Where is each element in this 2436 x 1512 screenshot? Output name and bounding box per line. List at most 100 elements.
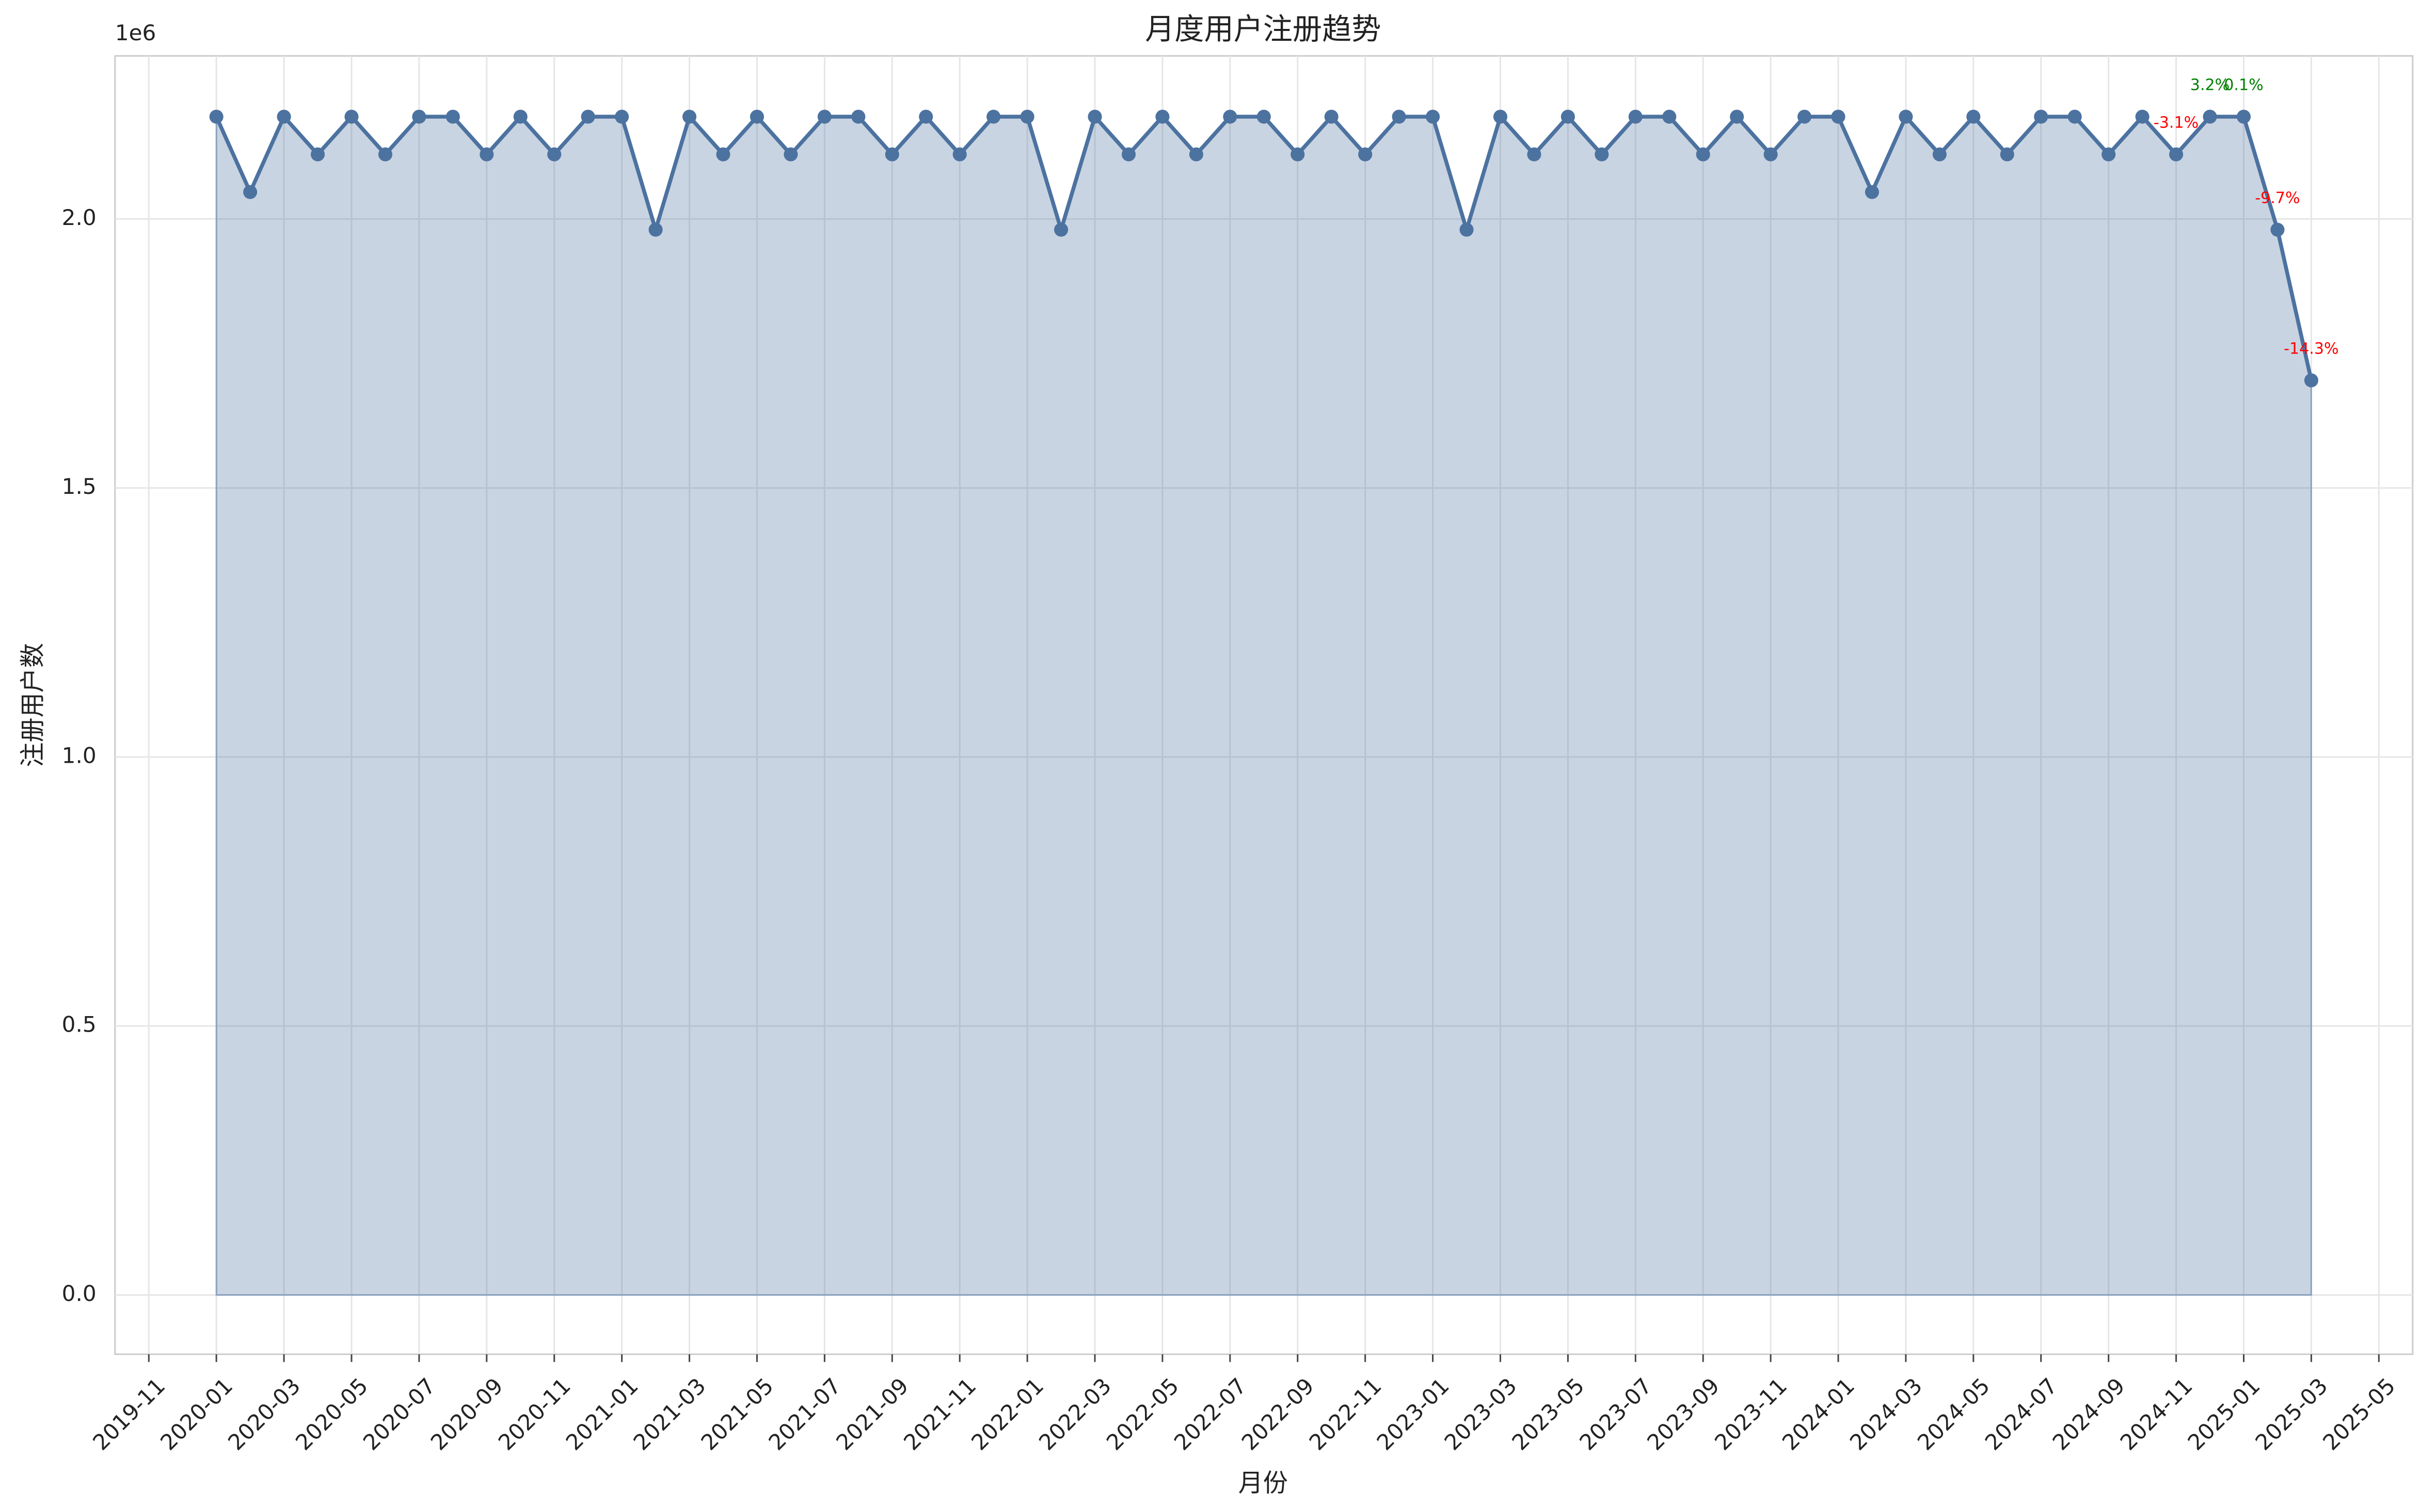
- x-tick-label: 2021-11: [899, 1373, 981, 1455]
- x-tick-label: 2020-03: [223, 1373, 305, 1455]
- point: [2236, 109, 2251, 124]
- point: [2270, 222, 2285, 237]
- x-tick-label: 2022-05: [1102, 1373, 1184, 1455]
- x-tick-label: 2024-11: [2115, 1373, 2198, 1455]
- x-tick-label: 2022-11: [1304, 1373, 1387, 1455]
- point: [952, 147, 967, 162]
- point: [1155, 109, 1170, 124]
- point: [378, 147, 392, 162]
- chart-title: 月度用户注册趋势: [1145, 12, 1381, 46]
- point: [547, 147, 562, 162]
- point: [1291, 147, 1305, 162]
- x-tick-label: 2020-05: [291, 1373, 373, 1455]
- x-tick-label: 2020-09: [426, 1373, 508, 1455]
- x-tick-label: 2024-07: [1980, 1373, 2062, 1455]
- point: [1392, 109, 1406, 124]
- point: [1189, 147, 1203, 162]
- x-tick-label: 2024-01: [1777, 1373, 1859, 1455]
- x-tick-label: 2023-05: [1507, 1373, 1589, 1455]
- point: [1628, 109, 1643, 124]
- x-tick-label: 2022-01: [966, 1373, 1048, 1455]
- point: [2067, 109, 2082, 124]
- point: [1459, 222, 1474, 237]
- x-tick-label: 2019-11: [88, 1373, 170, 1455]
- x-tick-label: 2021-07: [763, 1373, 846, 1455]
- point: [1020, 109, 1034, 124]
- y-tick-label: 2.0: [62, 205, 97, 230]
- point: [2304, 373, 2318, 388]
- x-tick-label: 2021-05: [696, 1373, 778, 1455]
- point: [412, 109, 426, 124]
- point: [2034, 109, 2048, 124]
- point: [1865, 185, 1880, 199]
- point: [919, 109, 933, 124]
- point: [243, 185, 258, 199]
- point: [648, 222, 663, 237]
- point: [1358, 147, 1373, 162]
- point: [277, 109, 291, 124]
- x-tick-label: 2023-03: [1440, 1373, 1522, 1455]
- x-tick-label: 2025-01: [2183, 1373, 2265, 1455]
- point: [480, 147, 494, 162]
- y-tick-label: 0.5: [62, 1012, 97, 1037]
- point: [1797, 109, 1812, 124]
- y-offset-label: 1e6: [115, 20, 156, 45]
- point: [885, 147, 899, 162]
- annotation: 0.1%: [2224, 76, 2263, 94]
- annotation: -9.7%: [2255, 189, 2300, 207]
- x-tick-label: 2021-03: [629, 1373, 711, 1455]
- point: [209, 109, 224, 124]
- x-tick-label: 2023-09: [1642, 1373, 1724, 1455]
- x-tick-label: 2024-05: [1913, 1373, 1995, 1455]
- x-tick-label: 2022-09: [1237, 1373, 1319, 1455]
- point: [344, 109, 359, 124]
- point: [1899, 109, 1913, 124]
- point: [310, 147, 325, 162]
- x-tick-label: 2021-09: [831, 1373, 913, 1455]
- point: [1256, 109, 1271, 124]
- area: [215, 115, 2312, 1296]
- x-tick-label: 2023-11: [1710, 1373, 1792, 1455]
- point: [1730, 109, 1744, 124]
- point: [2169, 147, 2184, 162]
- point: [750, 109, 764, 124]
- x-tick-label: 2020-07: [358, 1373, 440, 1455]
- point: [1054, 222, 1069, 237]
- point: [1121, 147, 1136, 162]
- point: [851, 109, 866, 124]
- point: [1595, 147, 1609, 162]
- point: [2203, 109, 2217, 124]
- point: [1088, 109, 1102, 124]
- point: [1662, 109, 1677, 124]
- point: [1324, 109, 1339, 124]
- point: [2101, 147, 2116, 162]
- point: [513, 109, 528, 124]
- point: [1831, 109, 1845, 124]
- x-tick-label: 2022-07: [1169, 1373, 1251, 1455]
- point: [1223, 109, 1237, 124]
- point: [1932, 147, 1947, 162]
- x-tick-label: 2022-03: [1034, 1373, 1116, 1455]
- annotation: 3.2%: [2190, 76, 2230, 94]
- y-tick-label: 1.5: [62, 474, 97, 499]
- point: [581, 109, 595, 124]
- point: [1493, 109, 1508, 124]
- annotation: -14.3%: [2284, 340, 2338, 358]
- x-tick-label: 2025-05: [2318, 1373, 2400, 1455]
- point: [817, 109, 832, 124]
- point: [682, 109, 697, 124]
- x-tick-label: 2025-03: [2250, 1373, 2332, 1455]
- point: [1426, 109, 1440, 124]
- x-tick-label: 2023-01: [1372, 1373, 1454, 1455]
- point: [1763, 147, 1778, 162]
- point: [784, 147, 798, 162]
- point: [1696, 147, 1710, 162]
- point: [445, 109, 460, 124]
- point: [1527, 147, 1541, 162]
- x-tick-label: 2020-01: [155, 1373, 237, 1455]
- x-tick-label: 2024-09: [2048, 1373, 2130, 1455]
- point: [716, 147, 730, 162]
- point: [1966, 109, 1981, 124]
